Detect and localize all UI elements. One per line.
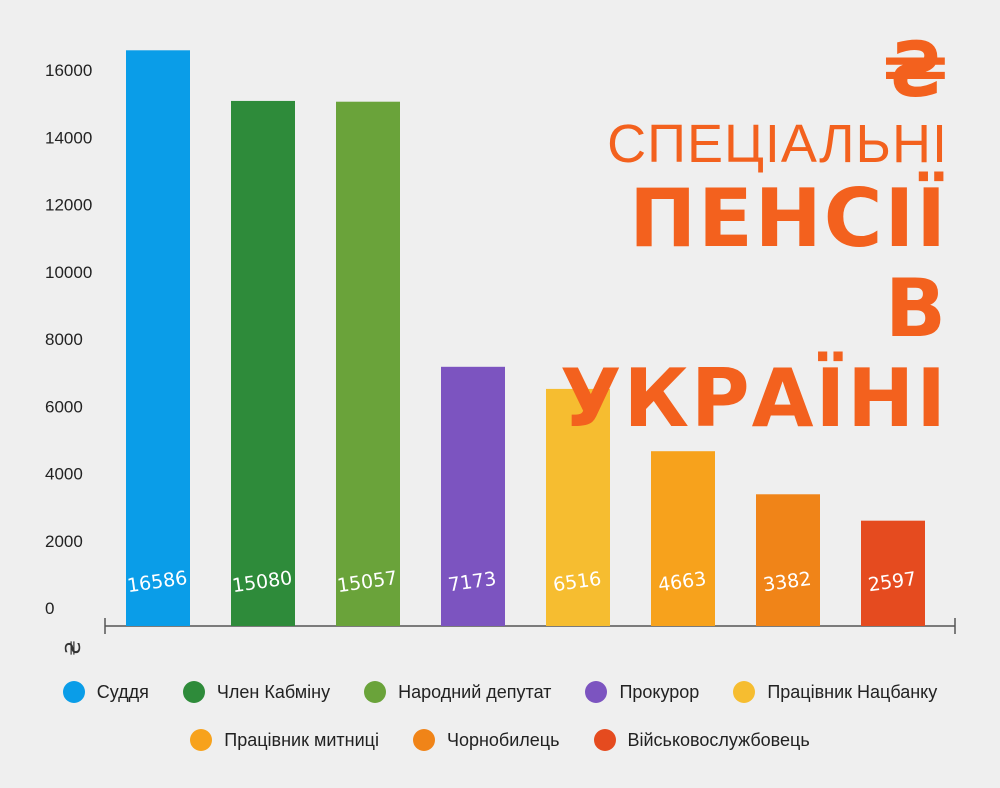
bar <box>126 50 190 626</box>
legend-swatch <box>733 681 756 703</box>
legend-row-1: Суддя Член Кабміну Народний депутат Прок… <box>0 668 1000 716</box>
bar <box>441 366 505 626</box>
legend-item: Військовослужбовець <box>593 729 810 751</box>
bar <box>651 451 715 626</box>
legend-row-2: Працівник митниці Чорнобилець Військовос… <box>0 716 1000 764</box>
legend-swatch <box>190 729 213 751</box>
bar <box>756 494 820 626</box>
title-line-1: СПЕЦІАЛЬНІ <box>607 114 948 174</box>
legend-label: Прокурор <box>619 681 700 702</box>
title-block: ₴ СПЕЦІАЛЬНІ ПЕНСІЇ В УКРАЇНІ <box>488 30 948 444</box>
y-tick-label: 0 <box>45 599 54 618</box>
legend-item: Суддя <box>62 681 149 703</box>
legend: Суддя Член Кабміну Народний депутат Прок… <box>0 668 1000 764</box>
bar <box>336 101 400 626</box>
legend-label: Суддя <box>96 681 149 702</box>
legend-label: Народний депутат <box>398 681 552 702</box>
y-tick-label: 10000 <box>45 263 92 282</box>
bar <box>546 388 610 626</box>
hryvnia-icon: ₴ <box>882 25 948 114</box>
bar <box>231 100 295 626</box>
legend-item: Чорнобилець <box>412 729 560 751</box>
y-tick-label: 4000 <box>45 465 83 484</box>
legend-label: Член Кабміну <box>216 681 331 702</box>
bar <box>861 520 925 626</box>
legend-swatch <box>585 681 608 703</box>
y-tick-label: 2000 <box>45 532 83 551</box>
legend-item: Працівник Нацбанку <box>733 681 937 703</box>
legend-item: Народний депутат <box>364 681 551 703</box>
legend-label: Чорнобилець <box>446 729 560 750</box>
legend-item: Член Кабміну <box>182 681 331 703</box>
y-tick-label: 16000 <box>45 61 92 80</box>
y-axis-currency-label: ₴ <box>61 640 85 655</box>
title-line-2: ПЕНСІЇ <box>629 172 948 265</box>
legend-item: Прокурор <box>585 681 699 703</box>
title-line-3: В УКРАЇНІ <box>559 262 948 445</box>
legend-swatch <box>412 729 435 751</box>
legend-swatch <box>364 681 387 703</box>
legend-swatch <box>62 681 85 703</box>
legend-swatch <box>182 681 205 703</box>
y-tick-label: 12000 <box>45 196 92 215</box>
bar-chart: 0200040006000800010000120001400016000₴16… <box>45 50 956 656</box>
y-tick-label: 14000 <box>45 128 92 147</box>
y-tick-label: 6000 <box>45 397 83 416</box>
legend-swatch <box>593 729 616 751</box>
legend-item: Працівник митниці <box>190 729 379 751</box>
legend-label: Працівник митниці <box>224 729 379 750</box>
y-tick-label: 8000 <box>45 330 83 349</box>
legend-label: Працівник Нацбанку <box>767 681 938 702</box>
legend-label: Військовослужбовець <box>627 729 810 750</box>
